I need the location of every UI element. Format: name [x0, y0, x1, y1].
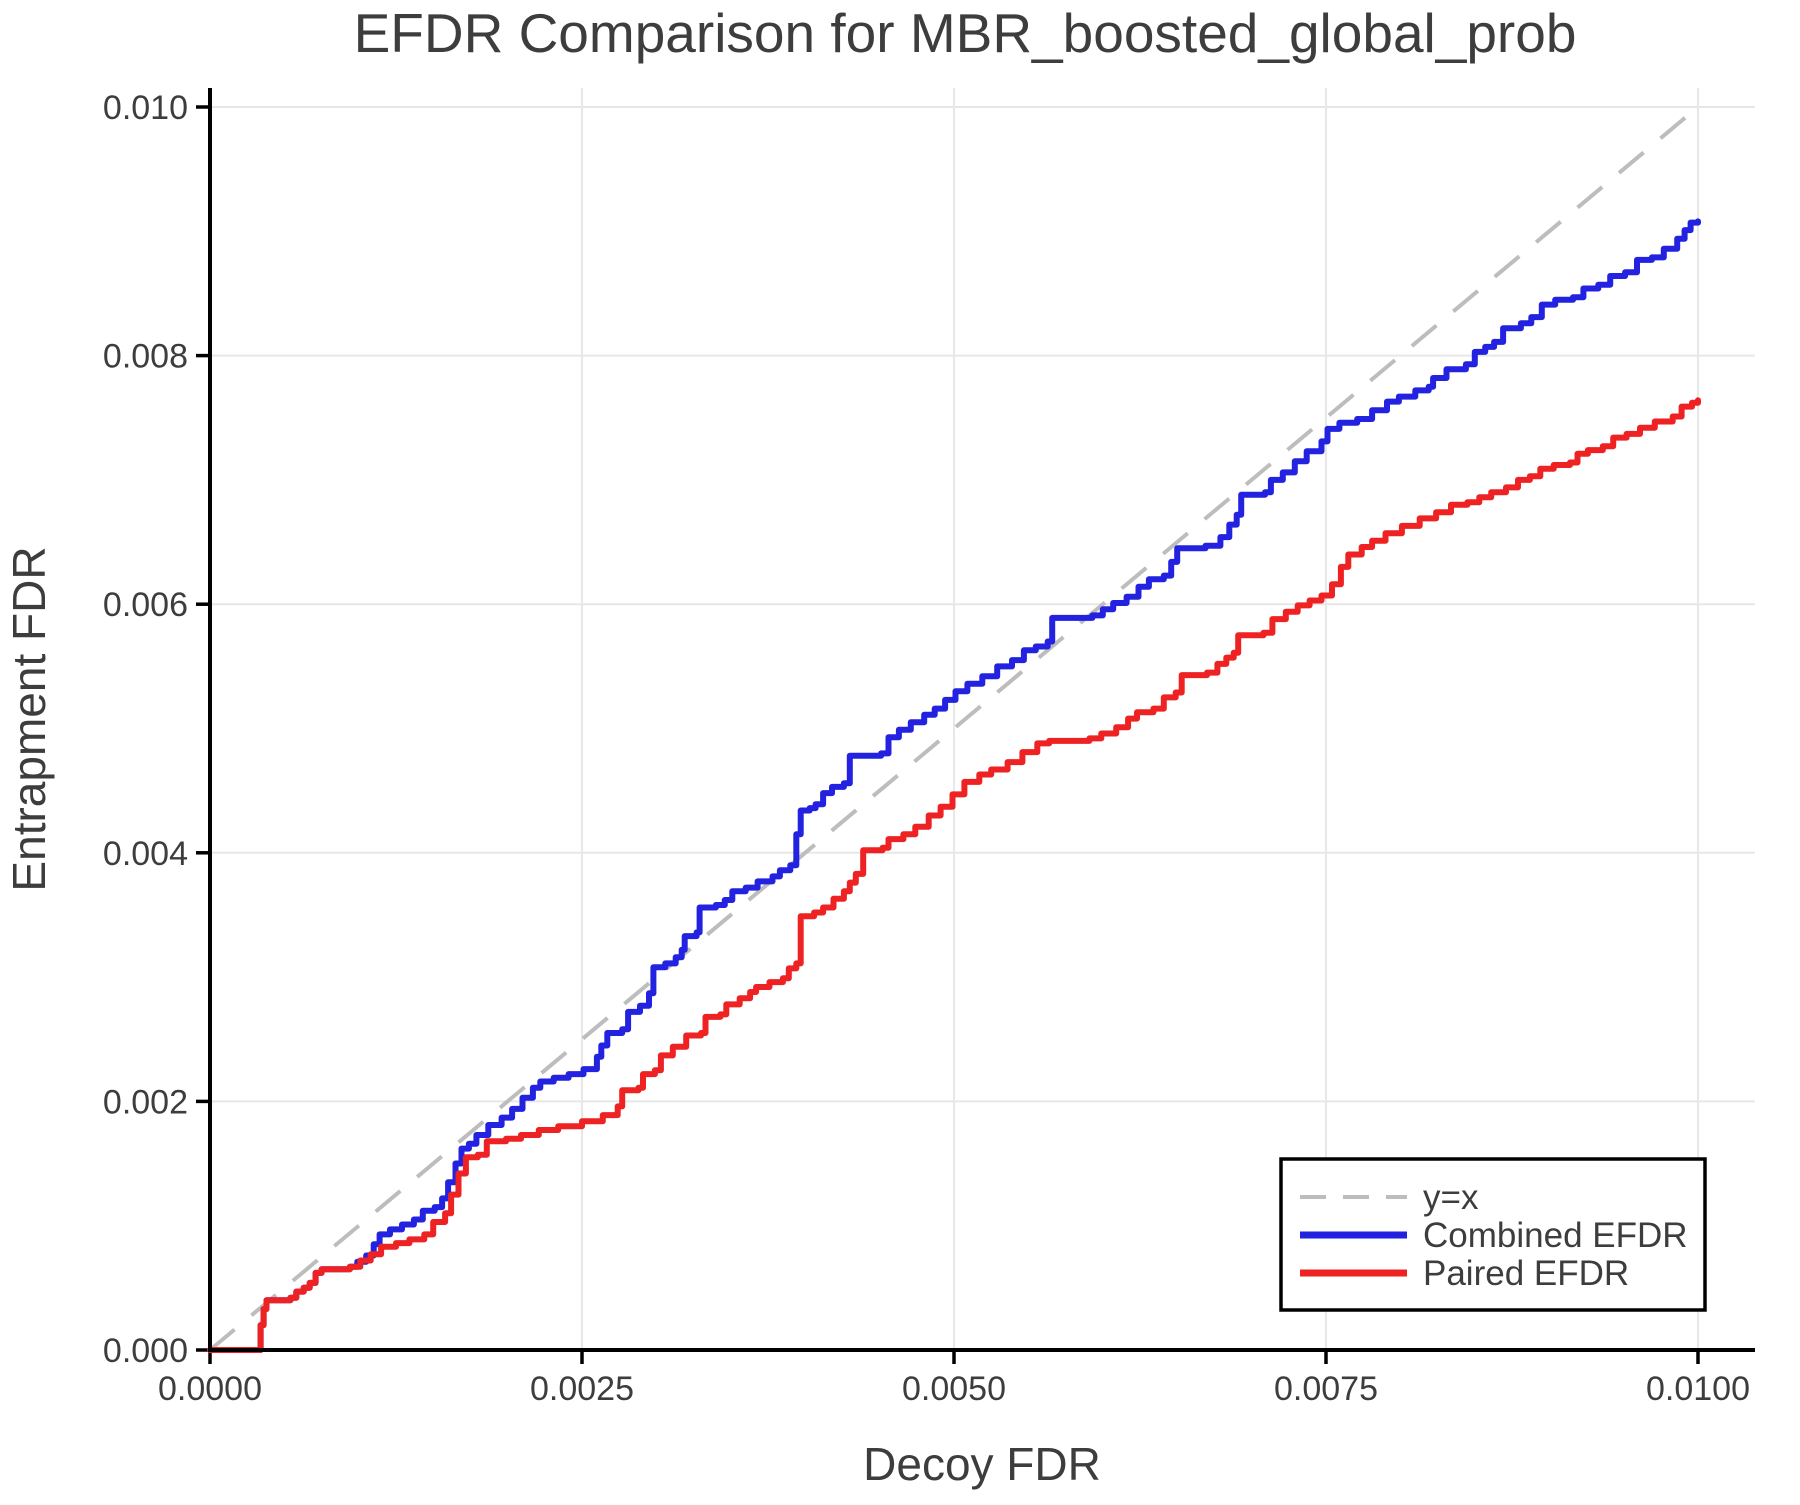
- legend-label-yx: y=x: [1423, 1178, 1479, 1217]
- y-tick-label: 0.006: [103, 586, 188, 624]
- chart-title: EFDR Comparison for MBR_boosted_global_p…: [354, 2, 1577, 64]
- y-tick-label: 0.010: [103, 89, 188, 127]
- legend-label-combined: Combined EFDR: [1423, 1216, 1688, 1255]
- y-tick-label: 0.004: [103, 835, 188, 873]
- y-tick-label: 0.000: [103, 1332, 188, 1370]
- x-tick-label: 0.0000: [158, 1370, 262, 1408]
- axis-tick-labels: 0.0000 0.0025 0.0050 0.0075 0.0100 0.000 0.002…: [103, 89, 1750, 1408]
- x-tick-label: 0.0025: [530, 1370, 634, 1408]
- y-tick-label: 0.002: [103, 1083, 188, 1121]
- combined-efdr-line: [207, 218, 1701, 1353]
- x-axis-label: Decoy FDR: [863, 1438, 1101, 1490]
- y-axis-label: Entrapment FDR: [3, 546, 55, 891]
- legend: y=x Combined EFDR Paired EFDR: [1279, 1157, 1707, 1312]
- legend-label-paired: Paired EFDR: [1423, 1254, 1629, 1293]
- x-tick-label: 0.0100: [1646, 1370, 1750, 1408]
- x-tick-label: 0.0075: [1274, 1370, 1378, 1408]
- x-tick-label: 0.0050: [902, 1370, 1006, 1408]
- paired-efdr-line: [207, 397, 1701, 1353]
- y-tick-label: 0.008: [103, 338, 188, 376]
